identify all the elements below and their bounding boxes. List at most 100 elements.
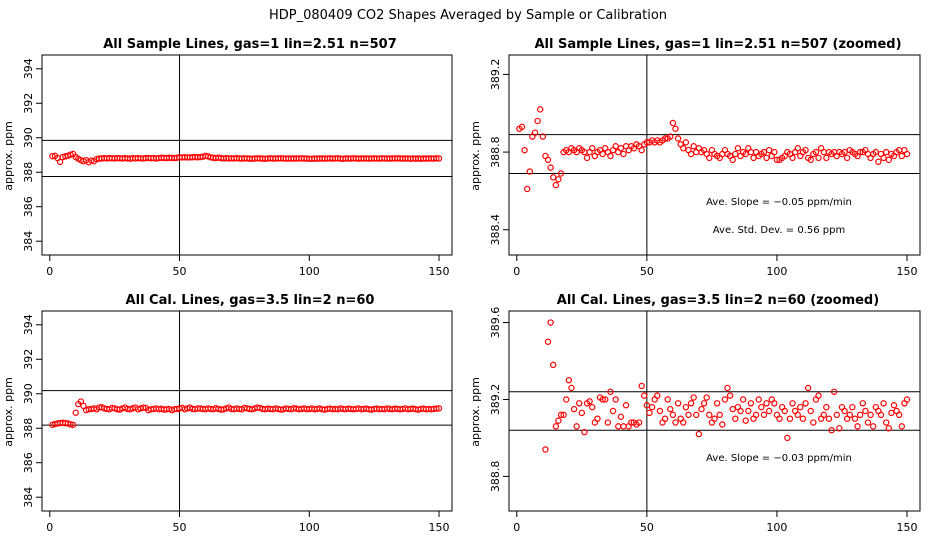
data-point xyxy=(903,396,911,403)
data-point xyxy=(771,400,778,407)
data-point xyxy=(672,125,679,132)
data-point xyxy=(729,156,736,164)
data-point xyxy=(724,384,731,392)
panel-title: All Cal. Lines, gas=3.5 lin=2 n=60 xyxy=(126,293,375,308)
data-point xyxy=(589,403,596,411)
panel-title: All Sample Lines, gas=1 lin=2.51 n=507 (… xyxy=(534,37,901,52)
data-point xyxy=(669,119,677,127)
y-tick-label: 388 xyxy=(22,162,35,183)
data-point xyxy=(685,411,692,419)
data-point xyxy=(732,150,739,158)
data-point xyxy=(667,405,674,413)
data-point xyxy=(667,133,674,140)
data-point xyxy=(526,168,534,175)
data-point xyxy=(693,411,700,419)
data-point xyxy=(833,411,840,419)
data-point xyxy=(859,400,866,407)
y-axis-label: approx. ppm xyxy=(2,121,15,191)
data-point xyxy=(638,382,645,390)
data-point xyxy=(615,423,622,430)
data-point xyxy=(560,411,567,419)
data-point xyxy=(706,154,713,162)
data-point xyxy=(599,396,606,403)
x-tick-label: 0 xyxy=(513,521,520,534)
data-point xyxy=(830,388,838,395)
data-point xyxy=(643,402,651,409)
data-point xyxy=(674,135,682,142)
data-point xyxy=(67,421,74,428)
data-point xyxy=(547,164,554,171)
x-tick-label: 50 xyxy=(173,521,187,534)
y-tick-label: 389.2 xyxy=(489,59,502,91)
data-point xyxy=(864,419,872,426)
x-tick-label: 100 xyxy=(299,265,320,278)
data-point xyxy=(797,403,804,411)
data-point xyxy=(815,154,822,162)
data-point xyxy=(823,154,830,162)
data-point xyxy=(635,419,643,426)
data-point xyxy=(880,154,887,162)
data-point xyxy=(555,176,562,183)
y-tick-label: 384 xyxy=(22,231,35,252)
x-tick-label: 50 xyxy=(173,265,187,278)
y-tick-label: 390 xyxy=(22,127,35,148)
data-point xyxy=(656,407,664,415)
x-tick-label: 0 xyxy=(46,265,53,278)
data-point xyxy=(583,154,591,162)
data-point xyxy=(875,158,882,165)
panel-sample-lines: All Sample Lines, gas=1 lin=2.51 n=507 a… xyxy=(2,37,453,278)
data-point xyxy=(765,407,773,415)
data-point xyxy=(849,403,856,411)
data-point xyxy=(750,154,757,162)
data-point xyxy=(550,361,557,369)
data-point xyxy=(794,145,801,152)
data-point xyxy=(599,150,606,158)
y-tick-label: 392 xyxy=(22,349,35,370)
data-point xyxy=(643,139,651,146)
data-point xyxy=(700,400,708,407)
data-point xyxy=(602,396,609,403)
y-tick-label: 384 xyxy=(22,487,35,508)
data-point xyxy=(49,153,56,160)
data-point xyxy=(609,407,617,415)
panel-cal-lines-zoomed: All Cal. Lines, gas=3.5 lin=2 n=60 (zoom… xyxy=(469,293,921,534)
plot-frame xyxy=(508,310,921,512)
y-tick-label: 386 xyxy=(22,196,35,217)
data-point xyxy=(742,417,749,424)
y-tick-label: 389.6 xyxy=(489,307,502,339)
data-point xyxy=(617,145,625,152)
data-point xyxy=(846,411,853,419)
data-point xyxy=(654,392,661,399)
data-point xyxy=(825,415,833,422)
data-point xyxy=(739,396,747,403)
data-point xyxy=(648,403,656,411)
x-tick-label: 100 xyxy=(766,265,787,278)
data-point xyxy=(576,400,583,407)
data-point xyxy=(617,413,625,420)
y-tick-label: 388.8 xyxy=(489,461,502,493)
data-point xyxy=(711,415,718,422)
panel-title: All Sample Lines, gas=1 lin=2.51 n=507 xyxy=(103,37,397,52)
data-point xyxy=(620,150,627,158)
data-point xyxy=(843,154,851,162)
data-point xyxy=(690,143,697,150)
data-point xyxy=(680,145,687,152)
data-point xyxy=(854,423,861,430)
data-point xyxy=(56,158,64,166)
data-point xyxy=(695,430,703,438)
x-tick-label: 50 xyxy=(640,521,654,534)
data-point xyxy=(594,415,601,422)
data-point xyxy=(877,411,885,419)
data-point xyxy=(804,384,812,392)
x-tick-label: 150 xyxy=(896,521,917,534)
data-point xyxy=(898,423,905,430)
data-point xyxy=(537,106,544,113)
data-point xyxy=(534,117,541,125)
data-point xyxy=(760,411,768,419)
data-point xyxy=(706,411,713,419)
data-point xyxy=(742,150,749,158)
data-point xyxy=(719,421,726,428)
data-point xyxy=(687,150,695,158)
data-point xyxy=(820,148,827,156)
data-point xyxy=(565,377,573,384)
